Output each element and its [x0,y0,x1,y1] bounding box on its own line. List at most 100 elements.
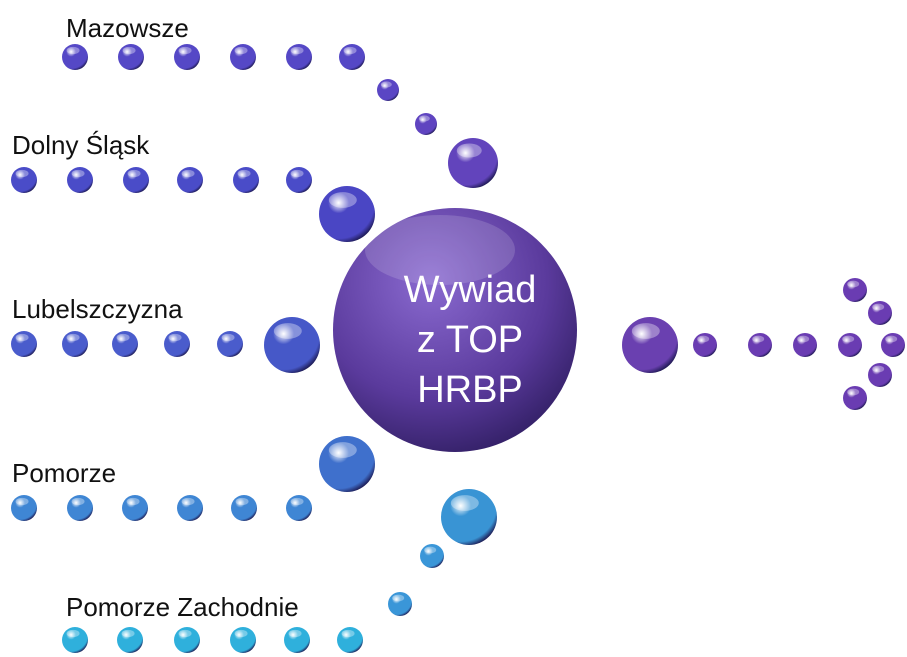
sphere [112,331,138,357]
sphere [67,167,93,193]
sphere [415,113,437,135]
node-label: Lubelszczyzna [12,294,183,324]
sphere-highlight [797,335,810,343]
node-label: Dolny Śląsk [12,130,150,160]
sphere [123,167,149,193]
sphere [448,138,498,188]
sphere-highlight [872,365,885,373]
sphere-highlight [15,333,29,342]
sphere-highlight [178,46,192,55]
sphere [118,44,144,70]
sphere [230,44,256,70]
sphere-highlight [418,115,430,122]
sphere [748,333,772,357]
sphere-highlight [221,333,235,342]
sphere-highlight [290,169,304,178]
sphere-highlight [341,629,355,638]
sphere-highlight [116,333,130,342]
sphere [11,331,37,357]
sphere [881,333,905,357]
sphere-highlight [15,497,29,506]
sphere [177,495,203,521]
sphere [868,363,892,387]
sphere [164,331,190,357]
sphere [286,495,312,521]
sphere-highlight [450,495,479,511]
sphere [264,317,320,373]
sphere-highlight [697,335,710,343]
sphere-highlight [847,280,860,288]
sphere [337,627,363,653]
sphere [388,592,412,616]
sphere-highlight [424,546,437,554]
sphere [62,331,88,357]
sphere-highlight [121,629,135,638]
sphere [377,79,399,101]
sphere-highlight [66,333,80,342]
sphere-highlight [631,323,660,339]
sphere [177,167,203,193]
sphere [319,186,375,242]
center-text: Wywiad [404,269,537,311]
sphere-highlight [273,323,302,339]
sphere-highlight [178,629,192,638]
sphere-highlight [290,46,304,55]
sphere-highlight [71,169,85,178]
sphere-highlight [752,335,765,343]
center-text: HRBP [417,369,523,411]
sphere [122,495,148,521]
sphere-highlight [456,143,482,158]
sphere [62,627,88,653]
sphere [230,627,256,653]
sphere-highlight [181,169,195,178]
sphere-highlight [872,303,885,311]
sphere [441,489,497,545]
sphere-highlight [122,46,136,55]
sphere-highlight [847,388,860,396]
sphere-highlight [71,497,85,506]
sphere-highlight [328,442,357,458]
sphere [843,386,867,410]
center-sphere [333,208,577,452]
sphere [217,331,243,357]
sphere [319,436,375,492]
sphere-highlight [168,333,182,342]
sphere [622,317,678,373]
sphere-highlight [234,629,248,638]
sphere-highlight [126,497,140,506]
sphere-highlight [343,46,357,55]
sphere [117,627,143,653]
sphere-highlight [66,46,80,55]
node-label: Pomorze Zachodnie [66,592,299,622]
sphere [838,333,862,357]
sphere-highlight [234,46,248,55]
sphere [11,167,37,193]
sphere [67,495,93,521]
spheres [11,44,905,653]
sphere [339,44,365,70]
sphere-highlight [380,81,392,88]
sphere-highlight [290,497,304,506]
sphere [11,495,37,521]
sphere [284,627,310,653]
sphere-highlight [237,169,251,178]
sphere [868,301,892,325]
sphere-highlight [885,335,898,343]
sphere [420,544,444,568]
sphere-highlight [288,629,302,638]
sphere [174,627,200,653]
sphere-highlight [181,497,195,506]
sphere [174,44,200,70]
node-label: Pomorze [12,458,116,488]
sphere-highlight [235,497,249,506]
sphere [233,167,259,193]
sphere-highlight [842,335,855,343]
sphere [693,333,717,357]
sphere-highlight [127,169,141,178]
sphere-highlight [15,169,29,178]
sphere-highlight [66,629,80,638]
sphere-highlight [365,215,515,285]
node-label: Mazowsze [66,13,189,43]
sphere [843,278,867,302]
